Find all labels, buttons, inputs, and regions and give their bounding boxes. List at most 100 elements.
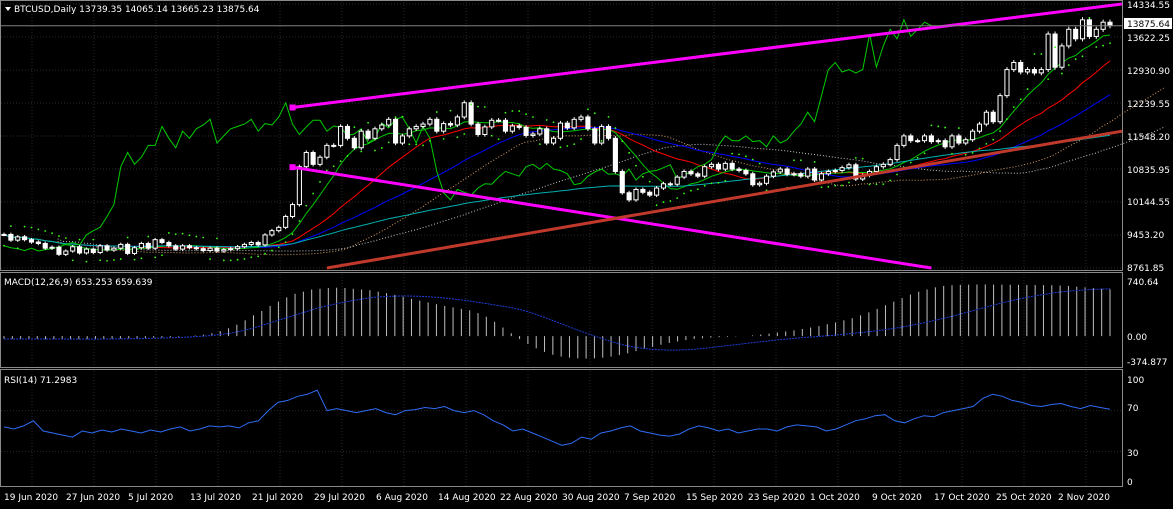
date-tick: 6 Aug 2020 [376, 493, 428, 503]
psar-dot [951, 152, 953, 155]
psar-dot [408, 143, 411, 146]
candle-up [372, 128, 378, 139]
psar-dot [573, 143, 576, 146]
psar-dot [236, 258, 239, 261]
candle-down [990, 111, 996, 123]
psar-dot [44, 230, 47, 232]
candle-up [551, 137, 557, 144]
candle-up [207, 247, 213, 252]
candle-up [406, 128, 412, 137]
candle-down [715, 163, 721, 170]
psar-dot [243, 258, 246, 260]
candle-up [976, 123, 983, 132]
trendline-drawings[interactable] [1, 2, 1123, 270]
candle-up [1011, 61, 1017, 71]
price-tick: 14334.55 [1127, 1, 1170, 11]
candle-up [818, 173, 825, 181]
candle-down [173, 245, 179, 250]
psar-dot [435, 111, 438, 113]
candle-down [193, 247, 199, 250]
candle-down [626, 192, 632, 201]
candle-down [214, 247, 220, 252]
psar-dot [64, 237, 67, 239]
psar-dot [9, 225, 12, 228]
psar-dot [703, 184, 706, 187]
date-tick: 15 Sep 2020 [686, 493, 743, 503]
psar-dot [882, 183, 885, 186]
candle-up [901, 135, 907, 146]
candle-down [166, 242, 172, 247]
psar-dot [119, 258, 122, 260]
psar-dot [147, 235, 150, 238]
psar-dot [676, 197, 679, 199]
candlesticks[interactable] [1, 17, 1113, 257]
psar-dot [669, 200, 672, 202]
candle-down [1086, 19, 1092, 37]
price-tick: 9453.20 [1127, 231, 1164, 241]
candle-up [1093, 28, 1099, 37]
candle-up [702, 166, 708, 177]
candle-down [908, 135, 914, 142]
candle-up [997, 95, 1003, 123]
candle-down [310, 151, 316, 165]
candle-up [269, 230, 275, 236]
candle-down [90, 248, 96, 253]
macd-panel-header: MACD(12,26,9) 653.253 659.639 [4, 278, 153, 288]
panel-frames [0, 0, 1123, 487]
psar-dot [92, 238, 95, 241]
candle-down [35, 241, 41, 244]
psar-dot [827, 185, 830, 188]
date-tick: 27 Jun 2020 [66, 493, 120, 503]
candle-up [1038, 69, 1044, 74]
price-tick: 10835.95 [1127, 166, 1170, 176]
price-tick: 13622.25 [1127, 34, 1170, 44]
candle-down [812, 168, 818, 181]
psar-dot [614, 127, 617, 129]
candle-down [942, 140, 948, 148]
candle-down [56, 246, 62, 255]
psar-dot [731, 152, 734, 155]
candle-down [667, 183, 673, 186]
candle-down [612, 137, 618, 172]
candle-up [63, 250, 69, 255]
date-tick: 17 Oct 2020 [934, 493, 990, 503]
candle-down [523, 126, 529, 136]
candle-up [1066, 28, 1072, 47]
main-panel-frame [0, 0, 1123, 271]
candle-up [571, 118, 577, 129]
psar-dot [1109, 42, 1111, 45]
psar-dot [181, 232, 184, 235]
psar-dot [930, 124, 933, 127]
candle-up [633, 188, 639, 201]
psar-dot [353, 126, 356, 128]
candle-down [365, 130, 371, 139]
psar-dot [641, 175, 644, 178]
candle-up [379, 124, 385, 130]
candle-up [248, 242, 254, 245]
candle-down [853, 164, 859, 180]
candle-up [235, 246, 241, 250]
psar-dot [1102, 44, 1105, 47]
psar-dot [271, 249, 273, 252]
psar-dot [312, 192, 315, 195]
candle-down [1073, 28, 1079, 40]
psar-dot [188, 234, 191, 237]
psar-dot [504, 111, 507, 114]
psar-dot [367, 121, 369, 124]
psar-dot [909, 161, 912, 164]
candle-down [798, 173, 804, 177]
psar-dot [648, 180, 651, 183]
psar-dot [216, 237, 218, 240]
candle-down [8, 233, 14, 241]
trendline-anchor [289, 104, 296, 111]
candle-up [1, 233, 7, 236]
candle-up [578, 116, 584, 120]
psar-dot [380, 147, 383, 149]
candle-up [660, 183, 667, 189]
date-tick: 1 Oct 2020 [810, 493, 860, 503]
psar-dot [607, 115, 610, 118]
psar-dot [277, 246, 280, 249]
cloud-span-b [57, 126, 1164, 252]
candle-up [138, 242, 144, 249]
